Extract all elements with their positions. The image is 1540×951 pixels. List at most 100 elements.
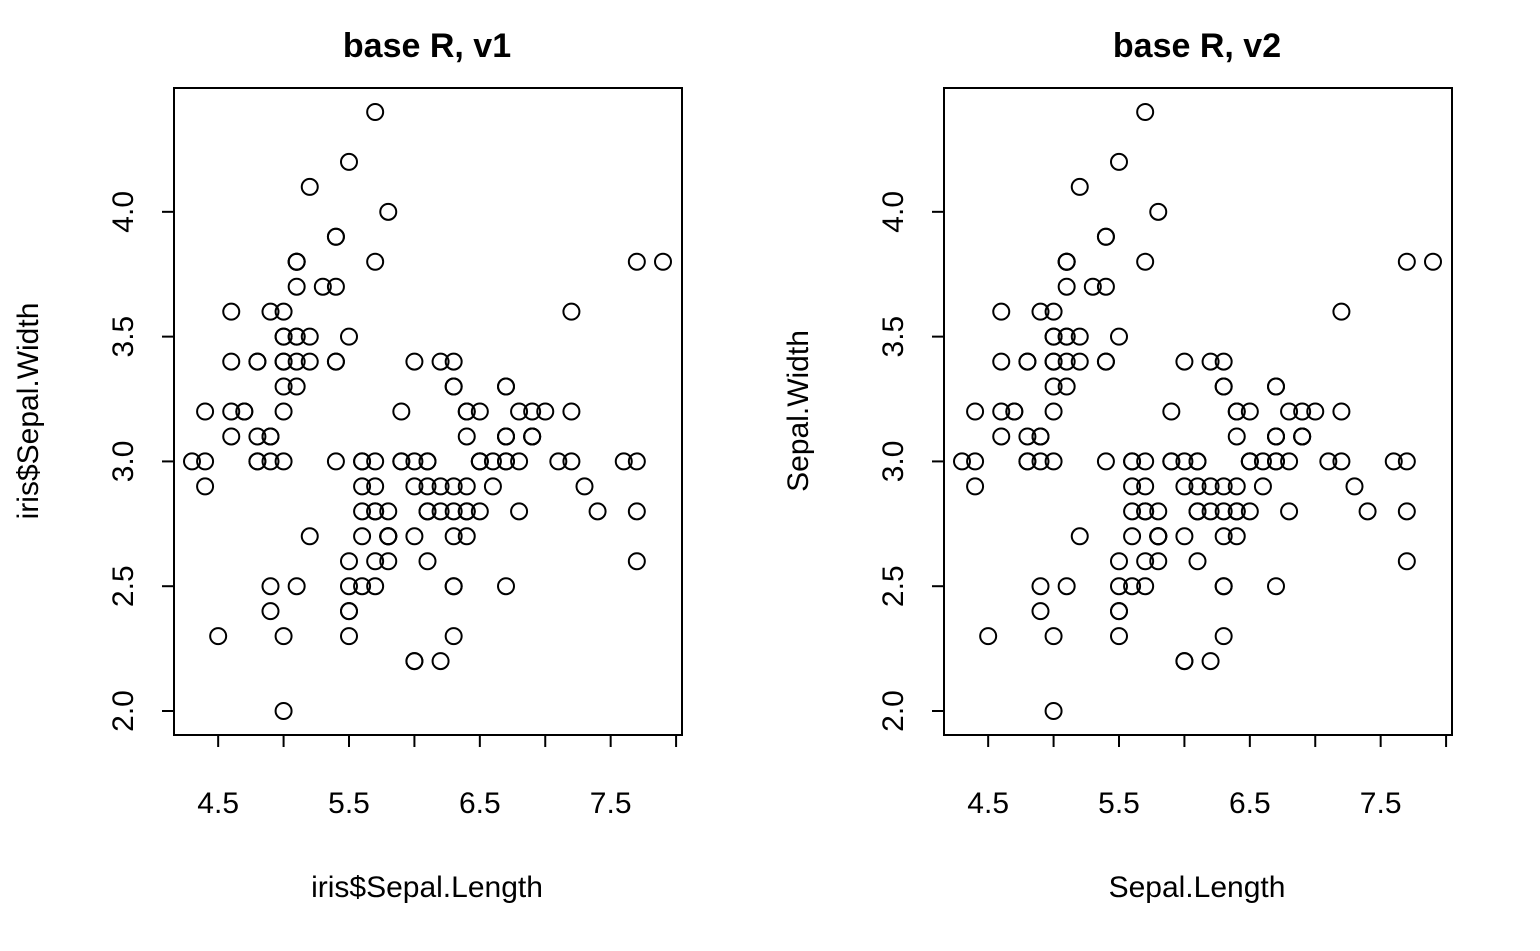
- data-point: [274, 627, 293, 646]
- data-point: [562, 452, 581, 471]
- data-point: [1253, 452, 1272, 471]
- data-point: [287, 327, 306, 346]
- data-point: [1096, 352, 1115, 371]
- y-axis-label: Sepal.Width: [782, 330, 815, 492]
- data-point: [992, 402, 1011, 421]
- data-point: [196, 402, 215, 421]
- data-point: [1332, 302, 1351, 321]
- data-point: [379, 552, 398, 571]
- scatter-panel-v1: base R, v1 iris$Sepal.Length iris$Sepal.…: [12, 27, 683, 904]
- data-point: [614, 452, 633, 471]
- x-axis-label: iris$Sepal.Length: [311, 871, 543, 904]
- data-point: [222, 402, 241, 421]
- data-point: [418, 502, 437, 521]
- y-tick-label: 2.5: [877, 565, 910, 607]
- data-point: [1018, 352, 1037, 371]
- data-point: [1096, 227, 1115, 246]
- data-point: [1070, 527, 1089, 546]
- data-point: [1057, 277, 1076, 296]
- data-point: [510, 452, 529, 471]
- plot-frame: [173, 87, 683, 736]
- data-point: [1332, 452, 1351, 471]
- data-point: [1136, 452, 1155, 471]
- data-point: [627, 552, 646, 571]
- data-point: [431, 477, 450, 496]
- data-point: [366, 477, 385, 496]
- data-point: [979, 627, 998, 646]
- data-point: [992, 427, 1011, 446]
- data-point: [966, 477, 985, 496]
- data-points: [183, 103, 672, 720]
- data-point: [536, 402, 555, 421]
- y-tick-label: 3.5: [877, 316, 910, 358]
- data-point: [261, 452, 280, 471]
- data-point: [274, 327, 293, 346]
- data-point: [1070, 327, 1089, 346]
- data-point: [444, 627, 463, 646]
- data-point: [1188, 502, 1207, 521]
- data-point: [992, 352, 1011, 371]
- data-point: [627, 452, 646, 471]
- data-point: [1031, 427, 1050, 446]
- data-point: [1397, 552, 1416, 571]
- data-point: [588, 502, 607, 521]
- data-point: [1267, 577, 1285, 596]
- data-point: [274, 452, 293, 471]
- data-point: [405, 452, 424, 471]
- data-point: [457, 427, 476, 446]
- data-point: [431, 502, 450, 521]
- data-point: [340, 552, 358, 571]
- x-tick-label: 7.5: [1360, 787, 1402, 820]
- data-point: [1214, 477, 1233, 496]
- data-point: [1044, 352, 1063, 371]
- data-point: [196, 477, 215, 496]
- data-point: [366, 552, 385, 571]
- data-point: [1110, 627, 1128, 646]
- data-point: [1018, 427, 1037, 446]
- data-point: [392, 452, 411, 471]
- data-point: [418, 552, 437, 571]
- data-point: [1057, 252, 1076, 271]
- data-point: [326, 352, 345, 371]
- data-point: [1214, 352, 1233, 371]
- data-point: [1070, 352, 1089, 371]
- data-point: [1175, 652, 1194, 671]
- data-point: [1253, 477, 1272, 496]
- data-point: [1110, 602, 1128, 621]
- data-point: [1201, 477, 1220, 496]
- data-point: [300, 527, 319, 546]
- data-point: [1280, 452, 1299, 471]
- x-tick-label: 4.5: [967, 787, 1009, 820]
- data-point: [1267, 377, 1285, 396]
- data-point: [562, 302, 581, 321]
- data-point: [966, 452, 985, 471]
- x-tick-label: 5.5: [1098, 787, 1140, 820]
- data-point: [575, 477, 594, 496]
- y-tick-label: 3.0: [107, 441, 140, 483]
- data-point: [1188, 552, 1207, 571]
- data-point: [549, 452, 568, 471]
- data-point: [209, 627, 228, 646]
- data-point: [1057, 327, 1076, 346]
- data-point: [326, 227, 345, 246]
- data-point: [1096, 452, 1115, 471]
- data-point: [196, 452, 215, 471]
- data-point: [431, 352, 450, 371]
- data-point: [287, 252, 306, 271]
- data-point: [457, 502, 476, 521]
- data-point: [340, 152, 358, 171]
- data-point: [1044, 302, 1063, 321]
- x-tick-label: 6.5: [1229, 787, 1271, 820]
- data-point: [261, 577, 280, 596]
- data-point: [261, 302, 280, 321]
- data-point: [510, 502, 529, 521]
- y-axis-label: iris$Sepal.Width: [12, 303, 45, 520]
- data-point: [470, 402, 489, 421]
- data-point: [1397, 452, 1416, 471]
- data-point: [1123, 577, 1142, 596]
- y-axis: 2.0 2.5 3.0 3.5 4.0: [107, 191, 175, 732]
- data-point: [1280, 402, 1299, 421]
- data-point: [1018, 452, 1037, 471]
- data-point: [353, 577, 372, 596]
- data-point: [366, 452, 385, 471]
